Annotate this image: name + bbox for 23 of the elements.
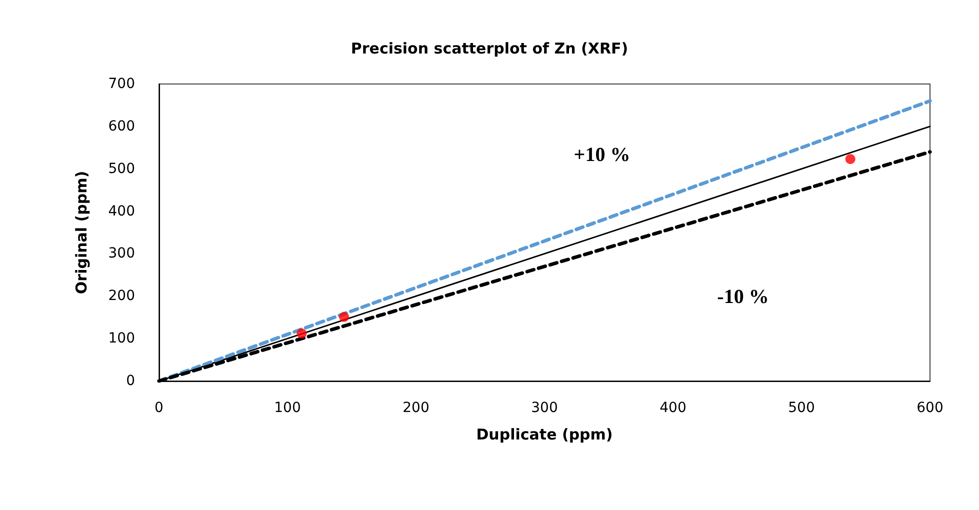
y-tick-label: 700 xyxy=(108,76,135,92)
chart-title: Precision scatterplot of Zn (XRF) xyxy=(350,40,628,58)
point xyxy=(845,154,856,164)
x-tick-label: 300 xyxy=(531,400,558,416)
x-tick-label: 100 xyxy=(274,400,301,416)
y-tick-label: 100 xyxy=(108,330,135,347)
annotation: -10 % xyxy=(717,286,769,308)
x-tick-label: 400 xyxy=(660,400,686,416)
x-axis-title: Duplicate (ppm) xyxy=(476,426,613,444)
y-tick-label: 300 xyxy=(108,246,135,262)
y-axis-title: Original (ppm) xyxy=(72,170,90,294)
x-tick-label: 0 xyxy=(154,400,164,416)
y-tick-label: 400 xyxy=(108,203,135,220)
y-tick-label: 500 xyxy=(108,160,135,177)
x-tick-label: 200 xyxy=(402,400,430,416)
x-tick-label: 500 xyxy=(788,400,815,416)
x-tick-label: 600 xyxy=(916,400,944,416)
annotation: +10 % xyxy=(574,144,630,166)
y-tick-label: 0 xyxy=(126,373,135,389)
y-tick-label: 600 xyxy=(108,118,135,134)
point xyxy=(339,312,350,322)
point xyxy=(296,328,307,338)
y-tick-label: 200 xyxy=(108,288,135,304)
